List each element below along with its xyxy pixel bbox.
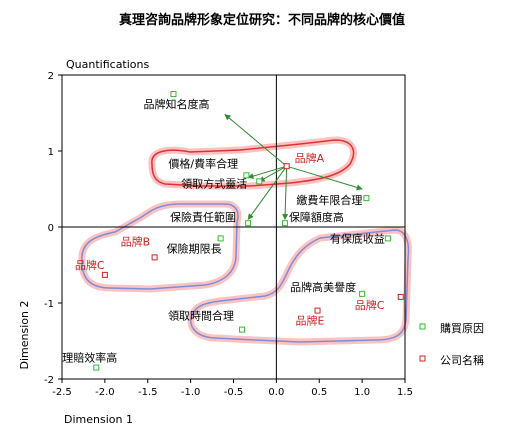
x-tick-label: -2.0 [95, 387, 115, 398]
reason-point [256, 178, 263, 185]
y-axis-title: Dimension 2 [18, 301, 31, 370]
legend-entry: 公司名稱 [440, 353, 484, 367]
brand-label: 品牌A [295, 151, 325, 165]
reason-point [359, 290, 366, 297]
y-tick-label: -2 [44, 375, 54, 386]
y-tick-label: 2 [48, 71, 54, 82]
brand-label: 品牌C [75, 258, 105, 272]
highlight-regions [78, 136, 412, 346]
direction-arrow [282, 166, 289, 220]
reason-label: 價格/費率合理 [168, 156, 238, 170]
x-tick-label: -0.5 [224, 387, 244, 398]
legend-swatch [419, 323, 426, 330]
brand-point [101, 271, 108, 278]
reason-label: 繳費年限合理 [296, 193, 362, 207]
brand-point [283, 163, 290, 170]
reason-label: 保險期限長 [167, 241, 222, 255]
reason-label: 領取時間合理 [168, 309, 234, 323]
direction-arrow [258, 165, 287, 182]
x-axis-ticks: -2.5 -2.0 -1.5 -1.0 -0.5 0.0 0.5 1.0 1.5 [52, 379, 413, 398]
brand-label: 品牌B [121, 234, 151, 248]
brand-label: 品牌E [296, 314, 325, 328]
direction-arrow [286, 165, 363, 191]
brand-point [151, 254, 158, 261]
reason-point [217, 235, 224, 242]
y-tick-label: 0 [48, 223, 54, 234]
x-tick-label: 0.5 [311, 387, 327, 398]
reason-point [363, 195, 370, 202]
highlight-region-left [78, 200, 242, 293]
legend-swatch [419, 355, 426, 362]
y-tick-label: 1 [48, 147, 54, 158]
highlight-region-top [148, 136, 357, 190]
reason-label: 品牌高美譽度 [290, 280, 356, 294]
brand-point [397, 293, 404, 300]
reason-label: 保險責任範圍 [170, 210, 236, 224]
reason-label: 領取方式靈活 [181, 176, 247, 190]
x-tick-label: -1.0 [181, 387, 201, 398]
direction-arrow [224, 114, 287, 167]
y-tick-label: -1 [44, 299, 54, 310]
reason-point [245, 220, 252, 227]
reason-label: 理賠效率高 [62, 351, 117, 365]
reason-label: 品牌知名度高 [143, 97, 209, 111]
reason-point [281, 220, 288, 227]
chart-title: 真理咨詢品牌形象定位研究：不同品牌的核心價值 [119, 12, 405, 28]
reason-point [384, 235, 391, 242]
reason-point [239, 326, 246, 333]
direction-arrow [247, 165, 287, 179]
direction-arrow [247, 165, 288, 220]
x-tick-label: -2.5 [52, 387, 72, 398]
brand-label: 品牌C [355, 298, 385, 312]
reason-label: 有保底收益 [330, 231, 385, 245]
x-tick-label: 1.0 [354, 387, 370, 398]
x-axis-title: Dimension 1 [64, 413, 133, 426]
x-tick-label: 1.5 [397, 387, 413, 398]
plot-caption: Quantifications [66, 58, 149, 71]
x-tick-label: -1.5 [138, 387, 158, 398]
direction-arrows [224, 114, 363, 220]
reason-point [170, 91, 177, 97]
legend-entry: 購買原因 [440, 321, 484, 335]
x-tick-label: 0.0 [268, 387, 284, 398]
reason-point [93, 364, 100, 371]
y-axis-ticks: 2 1 0 -1 -2 [44, 71, 62, 386]
reason-point [243, 172, 250, 179]
reason-label: 保障額度高 [289, 210, 344, 224]
brand-point [314, 307, 321, 314]
highlight-region-bottom [187, 226, 412, 346]
